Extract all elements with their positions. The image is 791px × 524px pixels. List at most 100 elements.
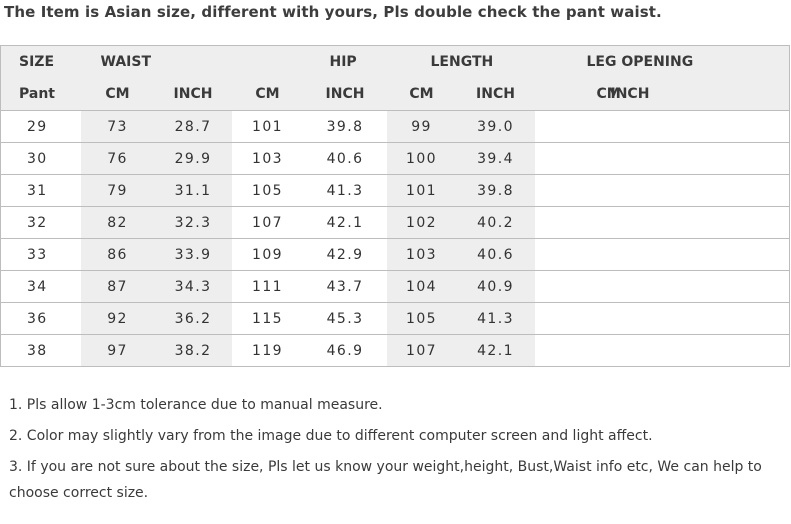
cell-size: 32 bbox=[27, 214, 48, 231]
cell-length-cm: 99 bbox=[386, 110, 457, 143]
cell-waist-inch: 34.3 bbox=[154, 270, 232, 303]
table-row: 36 92 36.2 115 45.3 105 41.3 bbox=[0, 302, 790, 335]
cell-waist-cm: 97 bbox=[80, 334, 155, 367]
cell-length-cm: 103 bbox=[386, 238, 457, 271]
header-hip: HIP bbox=[231, 45, 387, 78]
header-length-inch: INCH bbox=[456, 78, 535, 111]
header-waist-inch: INCH bbox=[154, 78, 232, 111]
cell-length-inch: 40.2 bbox=[456, 206, 535, 239]
header-length-cm: CM bbox=[386, 78, 457, 111]
cell-leg-inch bbox=[611, 143, 790, 175]
header-pant: Pant bbox=[0, 78, 81, 111]
cell-leg-cm bbox=[535, 239, 611, 271]
cell-hip-inch: 45.3 bbox=[326, 310, 364, 327]
cell-leg-inch bbox=[611, 303, 790, 335]
header-leg-inch: INCH bbox=[610, 78, 790, 111]
cell-waist-cm: 92 bbox=[80, 302, 155, 335]
table-row: 29 73 28.7 101 39.8 99 39.0 bbox=[0, 110, 790, 143]
cell-length-cm: 101 bbox=[386, 174, 457, 207]
table-row: 30 76 29.9 103 40.6 100 39.4 bbox=[0, 142, 790, 175]
cell-waist-cm: 86 bbox=[80, 238, 155, 271]
cell-leg-cm bbox=[535, 335, 611, 367]
cell-length-inch: 39.8 bbox=[456, 174, 535, 207]
table-row: 32 82 32.3 107 42.1 102 40.2 bbox=[0, 206, 790, 239]
header-hip-inch: INCH bbox=[303, 78, 387, 111]
cell-waist-inch: 32.3 bbox=[154, 206, 232, 239]
cell-hip-inch: 40.6 bbox=[326, 150, 364, 167]
table-row: 33 86 33.9 109 42.9 103 40.6 bbox=[0, 238, 790, 271]
header-leg-cm: CM bbox=[534, 78, 621, 111]
cell-hip-inch: 41.3 bbox=[326, 182, 364, 199]
cell-waist-cm: 79 bbox=[80, 174, 155, 207]
cell-hip-cm: 107 bbox=[252, 214, 283, 231]
cell-waist-inch: 38.2 bbox=[154, 334, 232, 367]
header-hip-cm: CM bbox=[231, 78, 304, 111]
cell-leg-cm bbox=[535, 175, 611, 207]
cell-hip-cm: 109 bbox=[252, 246, 283, 263]
cell-hip-cm: 101 bbox=[252, 118, 283, 135]
header-length: LENGTH bbox=[386, 45, 535, 78]
cell-waist-inch: 31.1 bbox=[154, 174, 232, 207]
cell-hip-cm: 119 bbox=[252, 342, 283, 359]
cell-length-inch: 39.4 bbox=[456, 142, 535, 175]
cell-size: 34 bbox=[27, 278, 48, 295]
cell-leg-cm bbox=[535, 271, 611, 303]
table-unit-header-row: Pant CM INCH CM INCH CM INCH CM INCH bbox=[0, 78, 790, 111]
note-item: 3. If you are not sure about the size, P… bbox=[9, 459, 762, 501]
cell-length-cm: 100 bbox=[386, 142, 457, 175]
cell-waist-inch: 36.2 bbox=[154, 302, 232, 335]
cell-leg-inch bbox=[611, 271, 790, 303]
cell-hip-cm: 115 bbox=[252, 310, 283, 327]
cell-size: 36 bbox=[27, 310, 48, 327]
cell-waist-cm: 82 bbox=[80, 206, 155, 239]
cell-size: 29 bbox=[27, 118, 48, 135]
cell-hip-inch: 43.7 bbox=[326, 278, 364, 295]
cell-leg-inch bbox=[611, 335, 790, 367]
table-row: 38 97 38.2 119 46.9 107 42.1 bbox=[0, 334, 790, 367]
cell-hip-inch: 39.8 bbox=[326, 118, 364, 135]
cell-waist-cm: 76 bbox=[80, 142, 155, 175]
cell-length-cm: 104 bbox=[386, 270, 457, 303]
cell-leg-inch bbox=[611, 207, 790, 239]
cell-size: 30 bbox=[27, 150, 48, 167]
cell-hip-cm: 111 bbox=[252, 278, 283, 295]
size-chart-table: SIZE WAIST HIP LENGTH LEG OPENING Pant C… bbox=[0, 45, 790, 367]
header-leg-opening: LEG OPENING bbox=[534, 45, 790, 78]
cell-leg-cm bbox=[535, 111, 611, 143]
cell-leg-inch bbox=[611, 111, 790, 143]
cell-waist-cm: 87 bbox=[80, 270, 155, 303]
header-size: SIZE bbox=[0, 45, 81, 78]
cell-length-cm: 102 bbox=[386, 206, 457, 239]
cell-length-inch: 39.0 bbox=[456, 110, 535, 143]
cell-length-cm: 105 bbox=[386, 302, 457, 335]
cell-waist-inch: 33.9 bbox=[154, 238, 232, 271]
cell-leg-inch bbox=[611, 239, 790, 271]
cell-leg-cm bbox=[535, 143, 611, 175]
cell-leg-cm bbox=[535, 303, 611, 335]
note-item: 1. Pls allow 1-3cm tolerance due to manu… bbox=[9, 397, 383, 413]
cell-hip-inch: 46.9 bbox=[326, 342, 364, 359]
cell-length-inch: 41.3 bbox=[456, 302, 535, 335]
cell-size: 33 bbox=[27, 246, 48, 263]
note-item: 2. Color may slightly vary from the imag… bbox=[9, 428, 653, 444]
cell-leg-cm bbox=[535, 207, 611, 239]
cell-waist-inch: 29.9 bbox=[154, 142, 232, 175]
cell-waist-inch: 28.7 bbox=[154, 110, 232, 143]
cell-hip-cm: 103 bbox=[252, 150, 283, 167]
table-row: 31 79 31.1 105 41.3 101 39.8 bbox=[0, 174, 790, 207]
cell-hip-inch: 42.1 bbox=[326, 214, 364, 231]
cell-size: 38 bbox=[27, 342, 48, 359]
cell-hip-inch: 42.9 bbox=[326, 246, 364, 263]
header-waist-cm: CM bbox=[80, 78, 155, 111]
page-title: The Item is Asian size, different with y… bbox=[4, 3, 662, 21]
cell-length-cm: 107 bbox=[386, 334, 457, 367]
cell-length-inch: 42.1 bbox=[456, 334, 535, 367]
header-waist: WAIST bbox=[80, 45, 232, 78]
cell-length-inch: 40.9 bbox=[456, 270, 535, 303]
table-group-header-row: SIZE WAIST HIP LENGTH LEG OPENING bbox=[0, 45, 790, 78]
cell-waist-cm: 73 bbox=[80, 110, 155, 143]
table-row: 34 87 34.3 111 43.7 104 40.9 bbox=[0, 270, 790, 303]
cell-hip-cm: 105 bbox=[252, 182, 283, 199]
cell-size: 31 bbox=[27, 182, 48, 199]
notes-list: 1. Pls allow 1-3cm tolerance due to manu… bbox=[9, 392, 779, 511]
